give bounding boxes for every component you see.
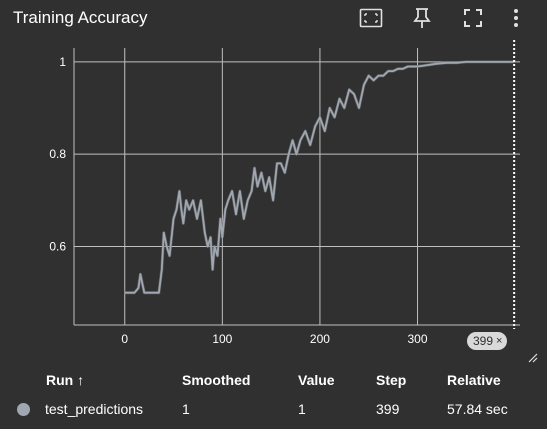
step-cursor-badge[interactable]: 399 × <box>467 332 508 350</box>
card-toolbar <box>359 4 541 32</box>
pin-button[interactable] <box>407 4 437 32</box>
header-relative[interactable]: Relative <box>447 372 501 388</box>
fit-domain-icon <box>359 8 383 28</box>
step-cursor-value: 399 <box>473 334 494 348</box>
relative-time: 57.84 sec <box>447 401 508 417</box>
header-run[interactable]: Run ↑ <box>46 372 85 388</box>
more-vert-icon <box>514 9 518 27</box>
raw-value: 1 <box>298 401 306 417</box>
smoothed-value: 1 <box>182 401 190 417</box>
series-raw-line <box>124 60 515 295</box>
card-title: Training Accuracy <box>13 8 148 27</box>
x-tick-label: 0 <box>121 332 128 346</box>
x-tick-label: 100 <box>212 332 232 346</box>
more-options-button[interactable] <box>501 4 531 32</box>
fullscreen-button[interactable] <box>458 4 488 32</box>
header-value[interactable]: Value <box>298 372 335 388</box>
resize-handle-icon[interactable] <box>528 353 538 363</box>
fullscreen-icon <box>464 9 482 27</box>
pin-icon <box>413 8 431 28</box>
header-smoothed[interactable]: Smoothed <box>182 372 251 388</box>
step-value: 399 <box>376 401 400 417</box>
y-tick-label: 0.8 <box>49 147 66 161</box>
x-tick-label: 200 <box>310 332 330 346</box>
series-line-0 <box>124 60 515 294</box>
run-color-swatch[interactable] <box>17 403 30 416</box>
fit-domain-button[interactable] <box>356 4 386 32</box>
y-tick-label: 0.6 <box>49 240 66 254</box>
accuracy-chart[interactable]: 0 100 200 300 0.6 0.8 1 <box>0 40 547 360</box>
x-tick-label: 300 <box>408 332 428 346</box>
header-step[interactable]: Step <box>376 372 407 388</box>
y-tick-label: 1 <box>59 55 66 69</box>
run-name: test_predictions <box>45 401 144 417</box>
close-icon[interactable]: × <box>496 335 503 347</box>
